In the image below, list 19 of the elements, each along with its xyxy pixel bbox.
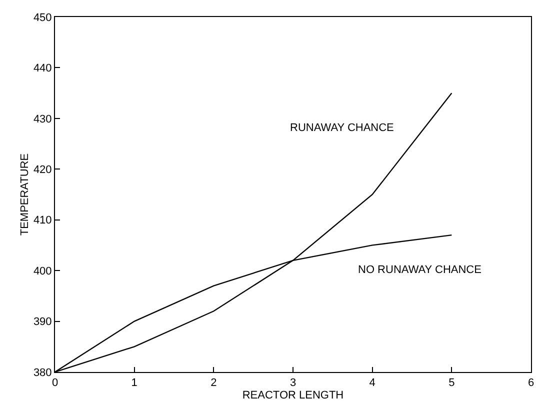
y-tick-label: 440: [33, 62, 52, 75]
y-axis-title: TEMPERATURE: [19, 153, 32, 236]
y-tick-label: 450: [33, 12, 52, 24]
x-tick-label: 0: [52, 377, 58, 390]
y-tick-label: 420: [33, 164, 52, 176]
y-tick-label: 430: [33, 113, 52, 126]
x-tick-label: 2: [210, 377, 217, 390]
series-label: RUNAWAY CHANCE: [290, 122, 394, 134]
series-label: NO RUNAWAY CHANCE: [358, 264, 482, 276]
x-tick-label: 6: [528, 377, 534, 390]
y-tick-label: 410: [33, 214, 52, 227]
x-tick-label: 4: [369, 377, 376, 390]
x-tick-label: 1: [131, 377, 138, 390]
x-tick-label: 5: [448, 377, 455, 390]
x-tick-label: 3: [290, 377, 296, 390]
y-tick-label: 390: [33, 316, 52, 328]
y-tick-label: 380: [33, 366, 52, 379]
x-axis-title: REACTOR LENGTH: [242, 389, 344, 402]
y-tick-label: 400: [33, 265, 52, 278]
